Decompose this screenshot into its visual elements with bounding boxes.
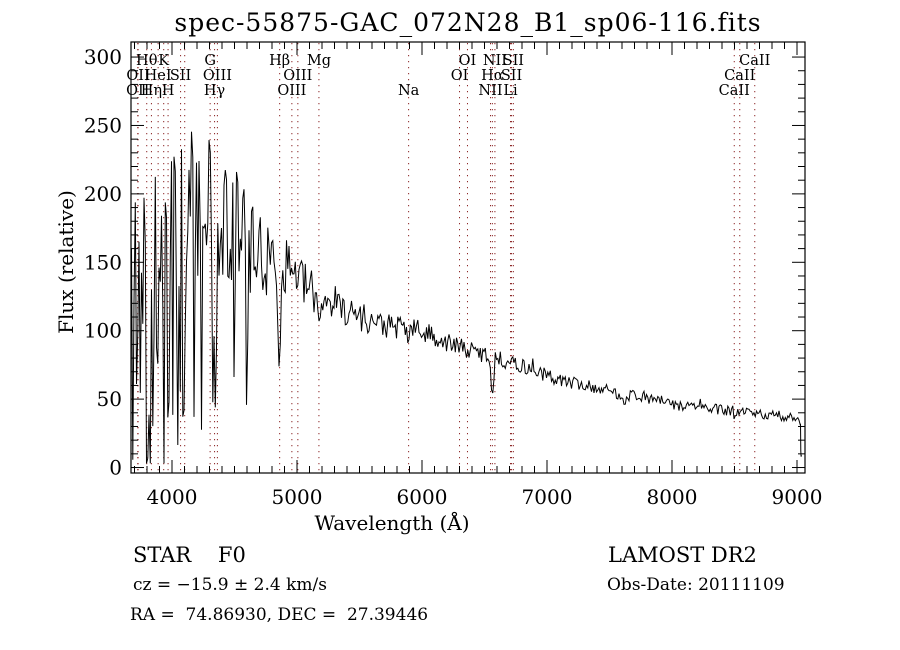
x-tick-label: 8000 xyxy=(647,485,698,509)
spectral-line-label: CaII xyxy=(724,68,755,84)
spectral-line-label: NII xyxy=(478,83,502,99)
plot-border xyxy=(130,41,806,474)
spectral-line-label: Hβ xyxy=(269,53,290,69)
obs-date-text: Obs-Date: 20111109 xyxy=(607,575,785,595)
spectral-line-label: NII xyxy=(483,53,507,69)
y-tick-label: 200 xyxy=(84,182,122,206)
x-tick-label: 7000 xyxy=(522,485,573,509)
spectral-line-label: OI xyxy=(459,53,477,69)
spectral-line-label: HeI xyxy=(145,68,172,84)
x-tick-label: 4000 xyxy=(147,485,198,509)
spectral-line-label: Li xyxy=(503,83,518,99)
spectral-line-label: Hγ xyxy=(204,83,225,99)
y-tick-label: 100 xyxy=(84,319,122,343)
spectral-line-label: H xyxy=(162,83,175,99)
spectral-line-label: OIII xyxy=(277,83,306,99)
spectrum-trace xyxy=(131,131,802,464)
y-tick-label: 250 xyxy=(84,113,122,137)
y-tick-label: 0 xyxy=(109,456,122,480)
spectral-line-label: OII xyxy=(126,68,149,84)
radial-velocity-text: cz = −15.9 ± 2.4 km/s xyxy=(133,575,327,595)
spectral-line-label: K xyxy=(158,53,170,69)
classification-text: STAR F0 xyxy=(133,543,246,567)
spectral-line-label: CaII xyxy=(739,53,770,69)
spectral-line-label: OI xyxy=(451,68,469,84)
x-tick-label: 6000 xyxy=(397,485,448,509)
spectral-line-label: Mg xyxy=(307,53,331,69)
y-tick-label: 300 xyxy=(84,45,122,69)
spectral-line-label: OIII xyxy=(203,68,232,84)
spectral-line-label: Hα xyxy=(481,68,504,84)
plot-title: spec-55875-GAC_072N28_B1_sp06-116.fits xyxy=(174,8,762,37)
x-axis-title: Wavelength (Å) xyxy=(314,511,470,535)
x-tick-label: 5000 xyxy=(272,485,323,509)
spectral-line-label: G xyxy=(204,53,216,69)
y-axis-title: Flux (relative) xyxy=(54,190,78,334)
spectral-line-label: OIII xyxy=(283,68,312,84)
spectral-line-label: Na xyxy=(398,83,420,99)
spectral-line-label: SII xyxy=(501,68,522,84)
spectral-line-label: OII xyxy=(126,83,149,99)
survey-release-text: LAMOST DR2 xyxy=(608,543,757,567)
spectral-line-label: SII xyxy=(170,68,191,84)
spectral-line-label: Hη xyxy=(141,83,162,99)
x-tick-label: 9000 xyxy=(772,485,823,509)
spectral-line-label: Hθ xyxy=(136,53,157,69)
ra-dec-text: RA = 74.86930, DEC = 27.39446 xyxy=(130,605,429,625)
y-tick-label: 150 xyxy=(84,250,122,274)
y-tick-label: 50 xyxy=(97,387,122,411)
spectral-line-label: CaII xyxy=(719,83,750,99)
spectral-line-label: SII xyxy=(503,53,524,69)
